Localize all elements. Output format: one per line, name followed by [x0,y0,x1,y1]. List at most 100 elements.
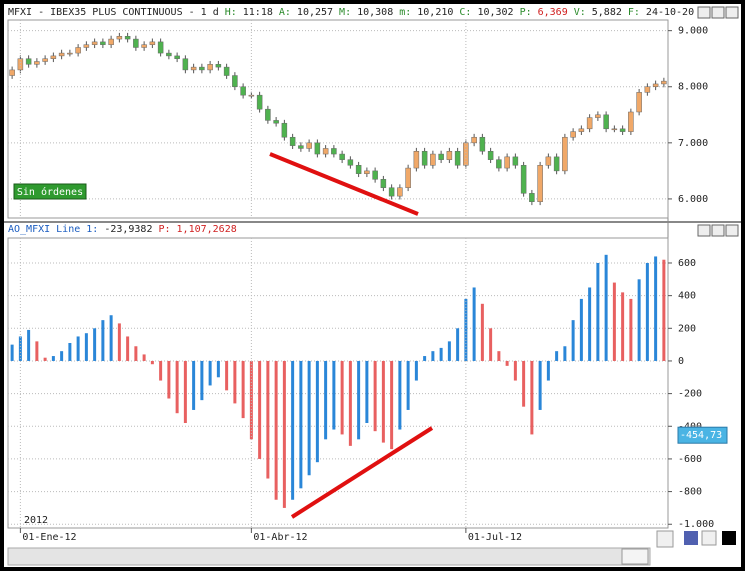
close-button[interactable] [725,224,739,237]
candle-body [388,187,395,197]
header-text: 10,210 [417,7,453,18]
candle-body [454,151,461,166]
ao-bar [266,360,270,479]
ao-bar [662,259,666,361]
ao-bar [530,360,534,435]
y-tick-label: -200 [678,389,702,400]
candle-body [42,58,48,62]
candle-body [611,128,618,131]
ao-bar [167,360,171,399]
trend-line [290,426,434,519]
candle-body [149,41,156,45]
candle-body [215,64,222,68]
scroll-button[interactable] [697,6,711,19]
header-text: 11:18 [243,7,273,18]
header-text: MFXI - IBEX35 PLUS CONTINUOUS - 1 d [8,7,219,18]
header-text: P: [158,224,170,235]
ao-bar [225,360,229,391]
ao-bar [150,360,154,365]
candle-body [586,117,593,130]
header-text: M: [339,7,351,18]
order-status: Sin órdenes [17,186,83,198]
ao-bar [439,347,443,361]
ao-bar [472,287,476,361]
price-frame [7,19,669,219]
maximize-button[interactable] [711,6,725,19]
candle-body [331,148,337,155]
ao-bar [538,360,542,410]
header-text: F: [628,7,640,18]
ao-bar [101,320,105,361]
candle-body [372,170,378,180]
ao-bar [423,356,427,361]
candle-body [306,142,312,149]
candle-body [223,66,230,76]
ao-bar [365,360,369,424]
candle-body [50,55,57,59]
ao-bar [637,279,641,361]
ao-bar [84,333,88,361]
candle-body [405,167,411,188]
candle-body [636,92,642,113]
order-button[interactable] [13,183,87,200]
ao-bar [332,360,336,430]
candle-body [75,47,81,54]
y-tick-label: -800 [678,487,702,498]
candle-body [520,165,527,194]
window-controls [697,6,739,237]
color-icon[interactable] [722,531,736,545]
candle-body [339,153,345,160]
ao-bar [142,354,146,361]
candle-body [133,38,139,48]
scroll-button[interactable] [697,224,711,237]
header-text: 6,369 [538,7,568,18]
candle-body [240,86,246,96]
ao-bar [93,328,97,361]
candle-body [661,80,667,85]
y-tick-label: 200 [678,323,696,334]
ao-bar [10,344,14,361]
ao-bar [258,360,262,459]
ao-bar [200,360,204,401]
candle-body [199,66,205,71]
candle-body [157,41,164,54]
ao-bar [604,254,608,361]
candle-body [512,156,519,166]
y-tick-label: 8.000 [678,82,708,93]
candle-body [100,41,106,45]
ao-bar [216,360,220,378]
scroll-track[interactable] [7,547,651,566]
candle-body [124,36,131,40]
ao-bar [117,323,121,361]
candle-body [289,136,296,146]
y-tick-label: -600 [678,454,702,465]
header-text: m: [399,7,411,18]
candle-body [281,122,288,138]
ao-bar [192,360,196,410]
candle-body [116,36,123,40]
candle-body [537,165,543,202]
header-text: 10,257 [297,7,333,18]
candle-body [487,151,494,160]
candle-body [397,187,403,197]
candle-body [496,159,502,169]
ao-bar [340,360,344,435]
candle-body [595,114,601,118]
value-marker [677,426,728,444]
candle-body [446,151,453,160]
value-marker-label: -454,73 [680,430,722,441]
tool-icon[interactable] [656,530,674,548]
maximize-button[interactable] [711,224,725,237]
candle-body [273,120,279,124]
save-icon[interactable] [684,531,698,545]
header-text: AO_MFXI Line 1: [8,224,98,235]
close-button[interactable] [725,6,739,19]
scroll-thumb[interactable] [621,548,649,565]
y-tick-label: 400 [678,291,696,302]
ao-bar [596,262,600,361]
header-text: C: [459,7,471,18]
candle-body [174,55,180,59]
ao-bar [282,360,286,508]
ao-bar [645,262,649,361]
pin-icon[interactable] [701,530,717,546]
